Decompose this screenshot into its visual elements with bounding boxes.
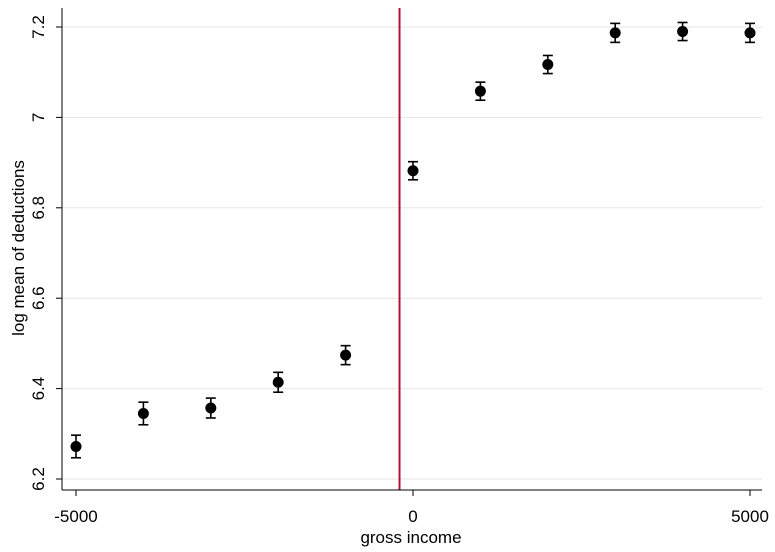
data-point (272, 376, 284, 388)
x-tick-label: -5000 (54, 507, 97, 526)
axes: 6.2 6.4 6.6 6.8 7 7.2 -5000 0 5000 (29, 8, 769, 526)
y-tick-label: 6.4 (29, 377, 48, 401)
y-tick-label: 6.2 (29, 467, 48, 491)
gridlines (62, 26, 762, 480)
y-tick-label: 6.8 (29, 196, 48, 220)
y-tick-label: 7 (29, 113, 48, 122)
y-tick-label: 6.6 (29, 286, 48, 310)
y-tick-label: 7.2 (29, 15, 48, 39)
data-point (677, 26, 689, 38)
data-point (137, 407, 149, 419)
data-point (205, 402, 217, 414)
data-point (744, 27, 756, 39)
data-point (407, 165, 419, 177)
data-point (609, 27, 621, 39)
data-point (340, 349, 352, 361)
x-axis-label: gross income (360, 528, 461, 547)
x-tick-label: 5000 (731, 507, 769, 526)
data-points (70, 21, 756, 459)
data-point (70, 440, 82, 452)
data-point (474, 85, 486, 97)
data-point (542, 59, 554, 71)
y-axis-label: log mean of deductions (9, 160, 28, 336)
x-tick-label: 0 (408, 507, 417, 526)
